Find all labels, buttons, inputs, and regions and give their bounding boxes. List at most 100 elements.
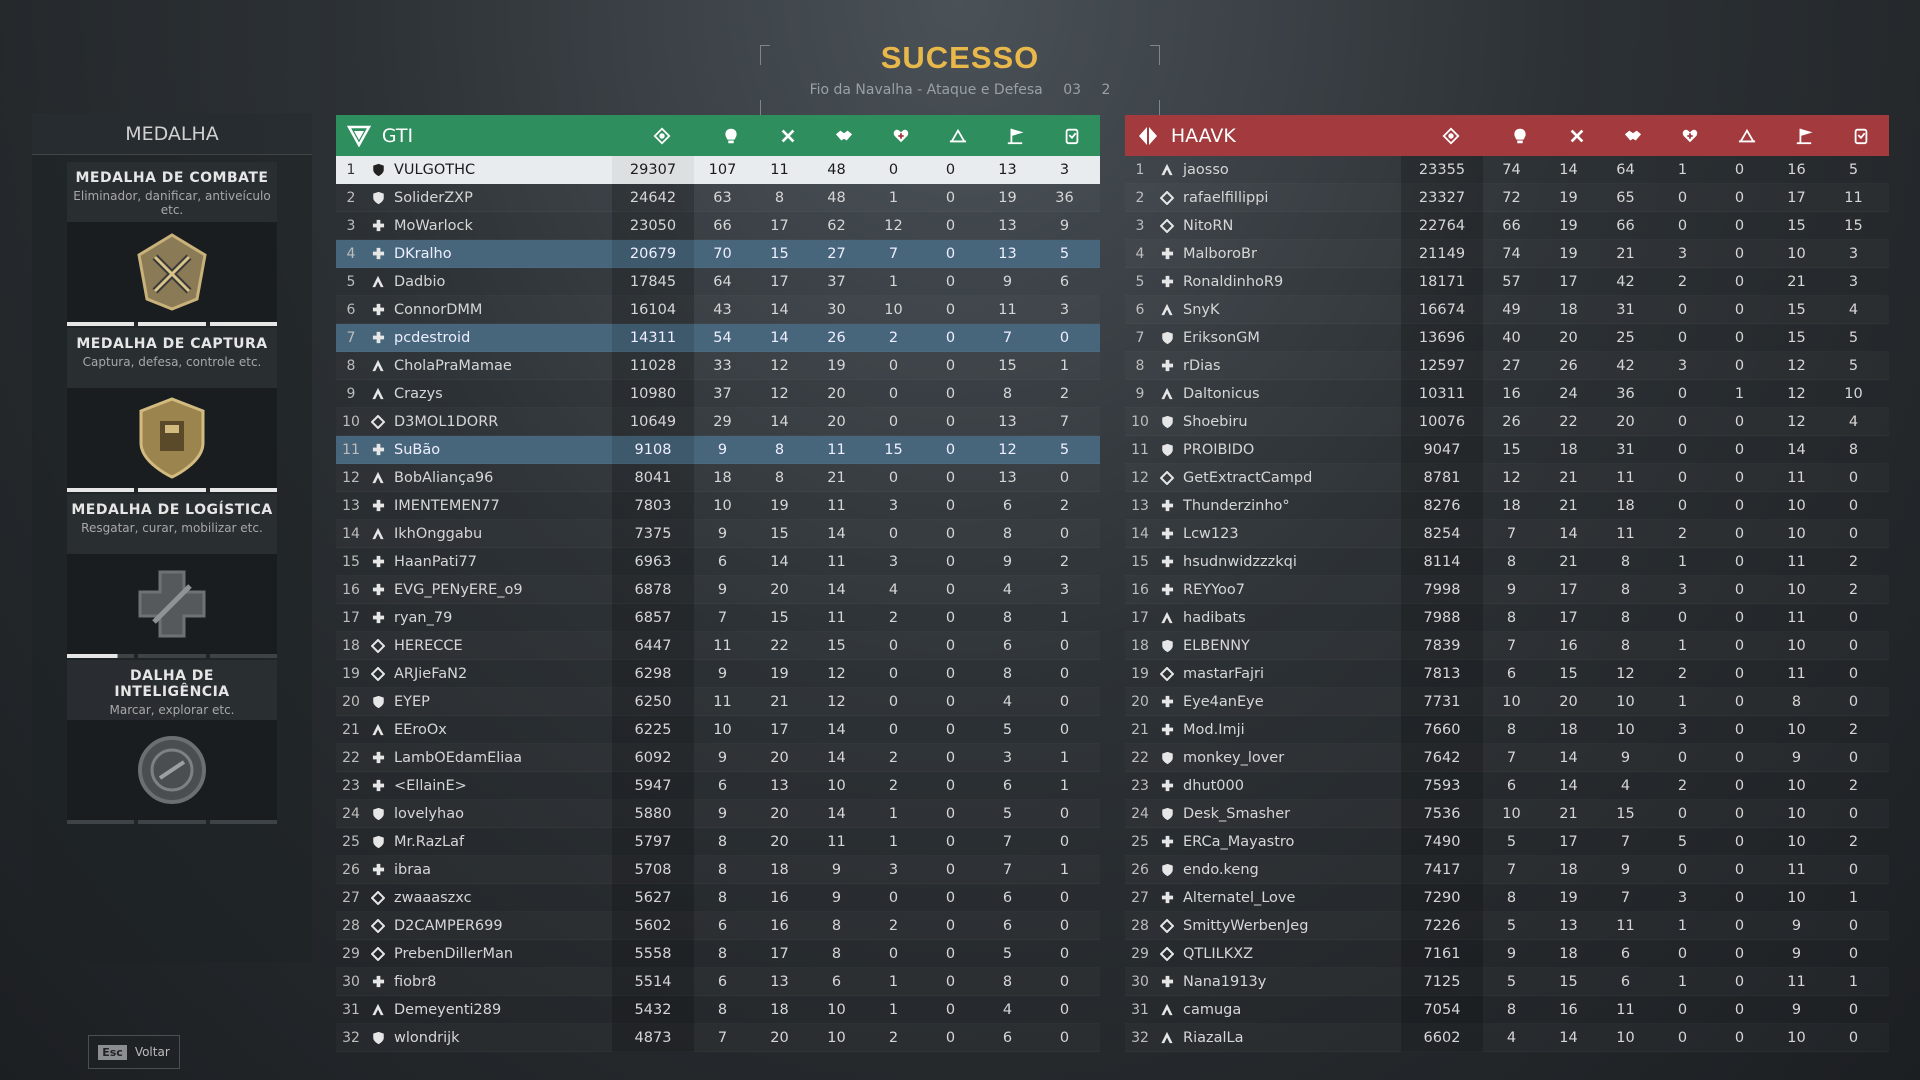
table-row[interactable]: 24 lovelyhao 5880 9 20 14 1 0 5 0 xyxy=(336,799,1100,828)
table-row[interactable]: 3 MoWarlock 23050 66 17 62 12 0 13 9 xyxy=(336,211,1100,240)
table-row[interactable]: 12 GetExtractCampd 8781 12 21 11 0 0 11 0 xyxy=(1125,463,1889,492)
player-name[interactable]: CholaPraMamae xyxy=(394,357,512,374)
table-row[interactable]: 31 camuga 7054 8 16 11 0 0 9 0 xyxy=(1125,995,1889,1024)
player-name[interactable]: Mr.RazLaf xyxy=(394,833,465,850)
table-row[interactable]: 30 Nana1913y 7125 5 15 6 1 0 11 1 xyxy=(1125,967,1889,996)
back-button[interactable]: Esc Voltar xyxy=(88,1035,180,1069)
player-name[interactable]: VULGOTHC xyxy=(394,161,476,178)
player-name[interactable]: Nana1913y xyxy=(1183,973,1267,990)
player-name[interactable]: Alternatel_Love xyxy=(1183,889,1296,906)
player-name[interactable]: lovelyhao xyxy=(394,805,464,822)
table-row[interactable]: 27 zwaaaszxc 5627 8 16 9 0 0 6 0 xyxy=(336,883,1100,912)
player-name[interactable]: Shoebiru xyxy=(1183,413,1248,430)
table-row[interactable]: 9 Daltonicus 10311 16 24 36 0 1 12 10 xyxy=(1125,379,1889,408)
player-name[interactable]: NitoRN xyxy=(1183,217,1234,234)
table-row[interactable]: 7 pcdestroid 14311 54 14 26 2 0 7 0 xyxy=(336,323,1100,352)
assists-icon[interactable] xyxy=(1605,127,1662,145)
revives-icon[interactable] xyxy=(1662,127,1719,145)
player-name[interactable]: wlondrijk xyxy=(394,1029,460,1046)
table-row[interactable]: 21 Mod.Imji 7660 8 18 10 3 0 10 2 xyxy=(1125,715,1889,744)
revives-icon[interactable] xyxy=(873,127,930,145)
objective-icon[interactable] xyxy=(1775,127,1832,145)
table-row[interactable]: 12 BobAliança96 8041 18 8 21 0 0 13 0 xyxy=(336,463,1100,492)
player-name[interactable]: Daltonicus xyxy=(1183,385,1260,402)
table-row[interactable]: 16 REYYoo7 7998 9 17 8 3 0 10 2 xyxy=(1125,575,1889,604)
table-row[interactable]: 14 IkhOnggabu 7375 9 15 14 0 0 8 0 xyxy=(336,519,1100,548)
player-name[interactable]: QTLILKXZ xyxy=(1183,945,1254,962)
player-name[interactable]: fiobr8 xyxy=(394,973,437,990)
player-name[interactable]: PrebenDillerMan xyxy=(394,945,514,962)
table-row[interactable]: 11 PROIBIDO 9047 15 18 31 0 0 14 8 xyxy=(1125,435,1889,464)
player-name[interactable]: DKralho xyxy=(394,245,452,262)
table-row[interactable]: 18 ELBENNY 7839 7 16 8 1 0 10 0 xyxy=(1125,631,1889,660)
objective-icon[interactable] xyxy=(986,127,1043,145)
player-name[interactable]: dhut000 xyxy=(1183,777,1244,794)
player-name[interactable]: mastarFajri xyxy=(1183,665,1265,682)
table-row[interactable]: 3 NitoRN 22764 66 19 66 0 0 15 15 xyxy=(1125,211,1889,240)
player-name[interactable]: D2CAMPER699 xyxy=(394,917,503,934)
table-row[interactable]: 8 rDias 12597 27 26 42 3 0 12 5 xyxy=(1125,351,1889,380)
player-name[interactable]: Eye4anEye xyxy=(1183,693,1264,710)
player-name[interactable]: pcdestroid xyxy=(394,329,471,346)
table-row[interactable]: 26 endo.keng 7417 7 18 9 0 0 11 0 xyxy=(1125,855,1889,884)
player-name[interactable]: Dadbio xyxy=(394,273,446,290)
player-name[interactable]: MalboroBr xyxy=(1183,245,1257,262)
player-name[interactable]: jaosso xyxy=(1183,161,1229,178)
player-name[interactable]: Demeyenti289 xyxy=(394,1001,502,1018)
player-name[interactable]: hsudnwidzzzkqi xyxy=(1183,553,1297,570)
kills-icon[interactable] xyxy=(1492,127,1549,145)
score-icon[interactable] xyxy=(621,127,703,145)
table-row[interactable]: 6 ConnorDMM 16104 43 14 30 10 0 11 3 xyxy=(336,295,1100,324)
table-row[interactable]: 17 hadibats 7988 8 17 8 0 0 11 0 xyxy=(1125,603,1889,632)
table-row[interactable]: 10 Shoebiru 10076 26 22 20 0 0 12 4 xyxy=(1125,407,1889,436)
player-name[interactable]: ARJieFaN2 xyxy=(394,665,468,682)
player-name[interactable]: PROIBIDO xyxy=(1183,441,1255,458)
table-row[interactable]: 28 D2CAMPER699 5602 6 16 8 2 0 6 0 xyxy=(336,911,1100,940)
player-name[interactable]: SuBão xyxy=(394,441,441,458)
table-row[interactable]: 26 ibraa 5708 8 18 9 3 0 7 1 xyxy=(336,855,1100,884)
player-name[interactable]: HaanPati77 xyxy=(394,553,478,570)
table-row[interactable]: 23 dhut000 7593 6 14 4 2 0 10 2 xyxy=(1125,771,1889,800)
player-name[interactable]: SmittyWerbenJeg xyxy=(1183,917,1309,934)
player-name[interactable]: GetExtractCampd xyxy=(1183,469,1313,486)
player-name[interactable]: EVG_PENyERE_o9 xyxy=(394,581,523,598)
table-row[interactable]: 20 Eye4anEye 7731 10 20 10 1 0 8 0 xyxy=(1125,687,1889,716)
table-row[interactable]: 5 Dadbio 17845 64 17 37 1 0 9 6 xyxy=(336,267,1100,296)
table-row[interactable]: 28 SmittyWerbenJeg 7226 5 13 11 1 0 9 0 xyxy=(1125,911,1889,940)
table-row[interactable]: 27 Alternatel_Love 7290 8 19 7 3 0 10 1 xyxy=(1125,883,1889,912)
assists-icon[interactable] xyxy=(816,127,873,145)
player-name[interactable]: <EllainE> xyxy=(394,777,467,794)
table-row[interactable]: 32 RiazalLa 6602 4 14 10 0 0 10 0 xyxy=(1125,1023,1889,1052)
player-name[interactable]: RiazalLa xyxy=(1183,1029,1244,1046)
player-name[interactable]: camuga xyxy=(1183,1001,1242,1018)
table-row[interactable]: 1 jaosso 23355 74 14 64 1 0 16 5 xyxy=(1125,155,1889,184)
player-name[interactable]: HERECCE xyxy=(394,637,463,654)
player-name[interactable]: IkhOnggabu xyxy=(394,525,483,542)
table-row[interactable]: 5 RonaldinhoR9 18171 57 17 42 2 0 21 3 xyxy=(1125,267,1889,296)
table-row[interactable]: 17 ryan_79 6857 7 15 11 2 0 8 1 xyxy=(336,603,1100,632)
table-row[interactable]: 22 LambOEdamEliaa 6092 9 20 14 2 0 3 1 xyxy=(336,743,1100,772)
player-name[interactable]: rafaelfillippi xyxy=(1183,189,1269,206)
player-name[interactable]: monkey_lover xyxy=(1183,749,1285,766)
table-row[interactable]: 11 SuBão 9108 9 8 11 15 0 12 5 xyxy=(336,435,1100,464)
player-name[interactable]: EYEP xyxy=(394,693,430,710)
player-name[interactable]: BobAliança96 xyxy=(394,469,494,486)
table-row[interactable]: 19 ARJieFaN2 6298 9 19 12 0 0 8 0 xyxy=(336,659,1100,688)
deaths-icon[interactable] xyxy=(759,127,816,145)
player-name[interactable]: SnyK xyxy=(1183,301,1220,318)
player-name[interactable]: hadibats xyxy=(1183,609,1246,626)
player-name[interactable]: Thunderzinho° xyxy=(1183,497,1290,514)
table-row[interactable]: 13 IMENTEMEN77 7803 10 19 11 3 0 6 2 xyxy=(336,491,1100,520)
table-row[interactable]: 1 VULGOTHC 29307 107 11 48 0 0 13 3 xyxy=(336,155,1100,184)
player-name[interactable]: IMENTEMEN77 xyxy=(394,497,500,514)
table-row[interactable]: 16 EVG_PENyERE_o9 6878 9 20 14 4 0 4 3 xyxy=(336,575,1100,604)
table-row[interactable]: 9 Crazys 10980 37 12 20 0 0 8 2 xyxy=(336,379,1100,408)
table-row[interactable]: 7 EriksonGM 13696 40 20 25 0 0 15 5 xyxy=(1125,323,1889,352)
table-row[interactable]: 25 ERCa_Mayastro 7490 5 17 7 5 0 10 2 xyxy=(1125,827,1889,856)
table-row[interactable]: 18 HERECCE 6447 11 22 15 0 0 6 0 xyxy=(336,631,1100,660)
table-row[interactable]: 22 monkey_lover 7642 7 14 9 0 0 9 0 xyxy=(1125,743,1889,772)
captures-icon[interactable] xyxy=(1719,127,1776,145)
kills-icon[interactable] xyxy=(703,127,760,145)
player-name[interactable]: Mod.Imji xyxy=(1183,721,1245,738)
table-row[interactable]: 10 D3MOL1DORR 10649 29 14 20 0 0 13 7 xyxy=(336,407,1100,436)
